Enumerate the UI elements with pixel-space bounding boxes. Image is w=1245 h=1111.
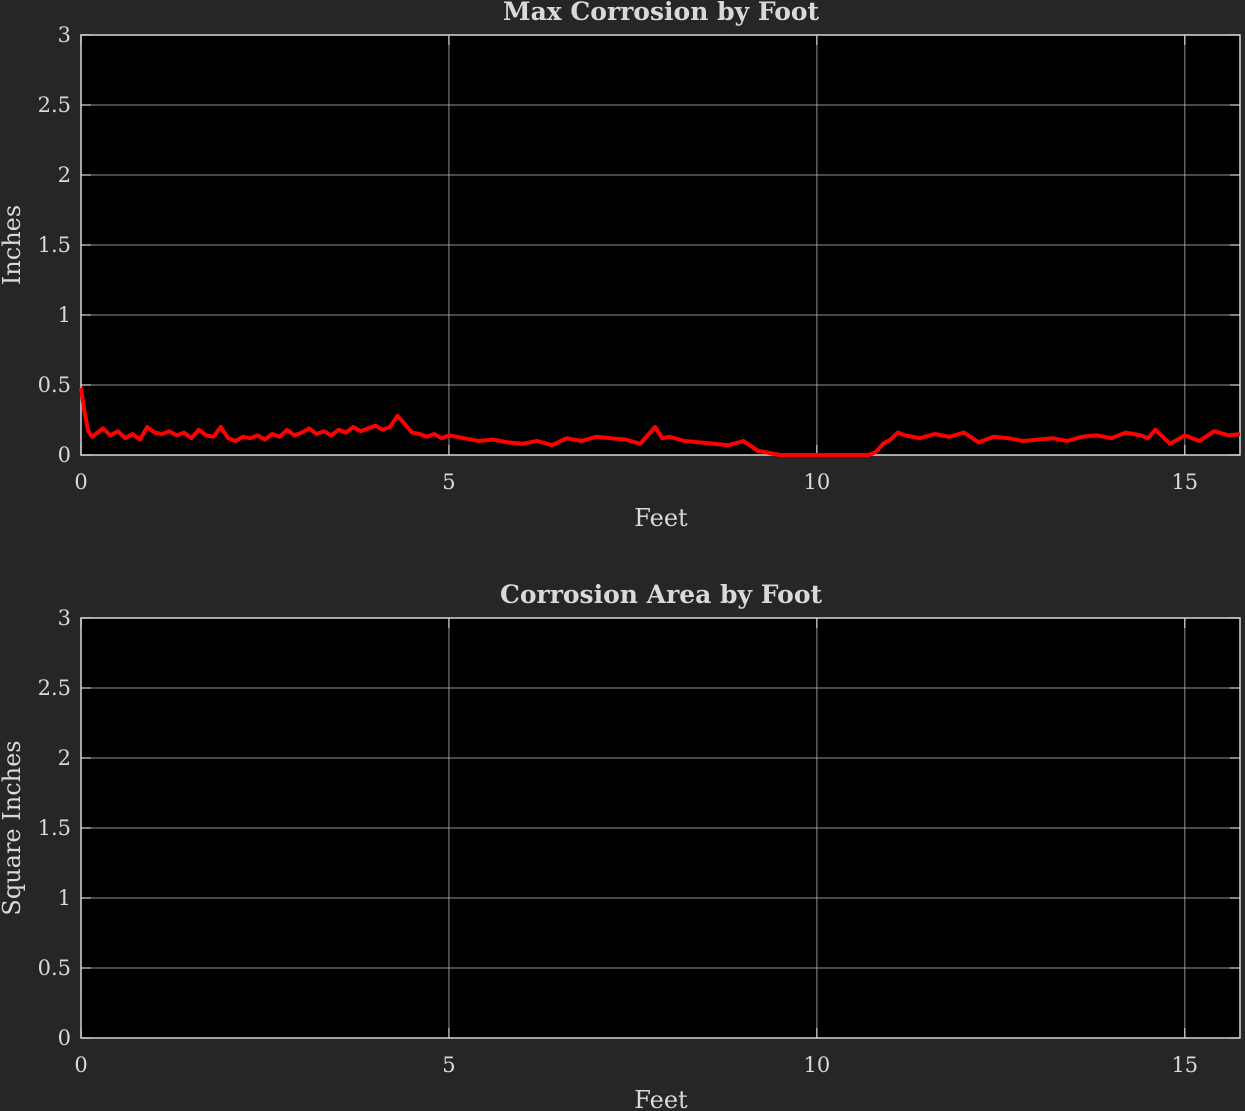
y-tick-label: 1 — [58, 303, 71, 327]
y-tick-label: 1 — [58, 886, 71, 910]
x-tick-label: 15 — [1171, 1053, 1198, 1077]
y-tick-label: 1.5 — [38, 233, 71, 257]
x-tick-label: 10 — [804, 470, 831, 494]
chart-title: Corrosion Area by Foot — [500, 580, 823, 609]
y-tick-label: 2.5 — [38, 93, 71, 117]
x-tick-label: 10 — [804, 1053, 831, 1077]
x-tick-label: 0 — [74, 1053, 87, 1077]
y-tick-label: 2 — [58, 163, 71, 187]
y-tick-label: 0.5 — [38, 373, 71, 397]
x-tick-label: 15 — [1171, 470, 1198, 494]
grid — [81, 618, 1240, 1038]
y-tick-label: 0.5 — [38, 956, 71, 980]
y-axis-label: Square Inches — [0, 740, 26, 915]
series-layer — [79, 387, 1241, 457]
y-tick-label: 2 — [58, 746, 71, 770]
corrosion-area-chart: 0 5 10 15 0 0.5 1 1.5 2 2.5 3 Corrosion Area by Fo… — [0, 580, 1241, 1111]
max-corrosion-chart: 0 5 10 15 0 0.5 1 1.5 2 2.5 3 Max Corrosion by Foo… — [0, 0, 1241, 532]
y-tick-label: 3 — [58, 606, 71, 630]
x-tick-label: 0 — [74, 470, 87, 494]
y-tick-label: 3 — [58, 23, 71, 47]
grid — [81, 35, 1240, 455]
x-axis-label: Feet — [634, 504, 688, 532]
y-tick-label: 2.5 — [38, 676, 71, 700]
x-tick-label: 5 — [442, 470, 455, 494]
series-line — [79, 387, 1241, 457]
y-tick-label: 1.5 — [38, 816, 71, 840]
x-tick-label: 5 — [442, 1053, 455, 1077]
chart-title: Max Corrosion by Foot — [503, 0, 820, 26]
y-tick-label: 0 — [58, 443, 71, 467]
x-axis-label: Feet — [634, 1086, 688, 1111]
y-axis-label: Inches — [0, 205, 26, 285]
tick-labels: 0 5 10 15 0 0.5 1 1.5 2 2.5 3 — [38, 606, 1240, 1077]
y-tick-label: 0 — [58, 1026, 71, 1050]
